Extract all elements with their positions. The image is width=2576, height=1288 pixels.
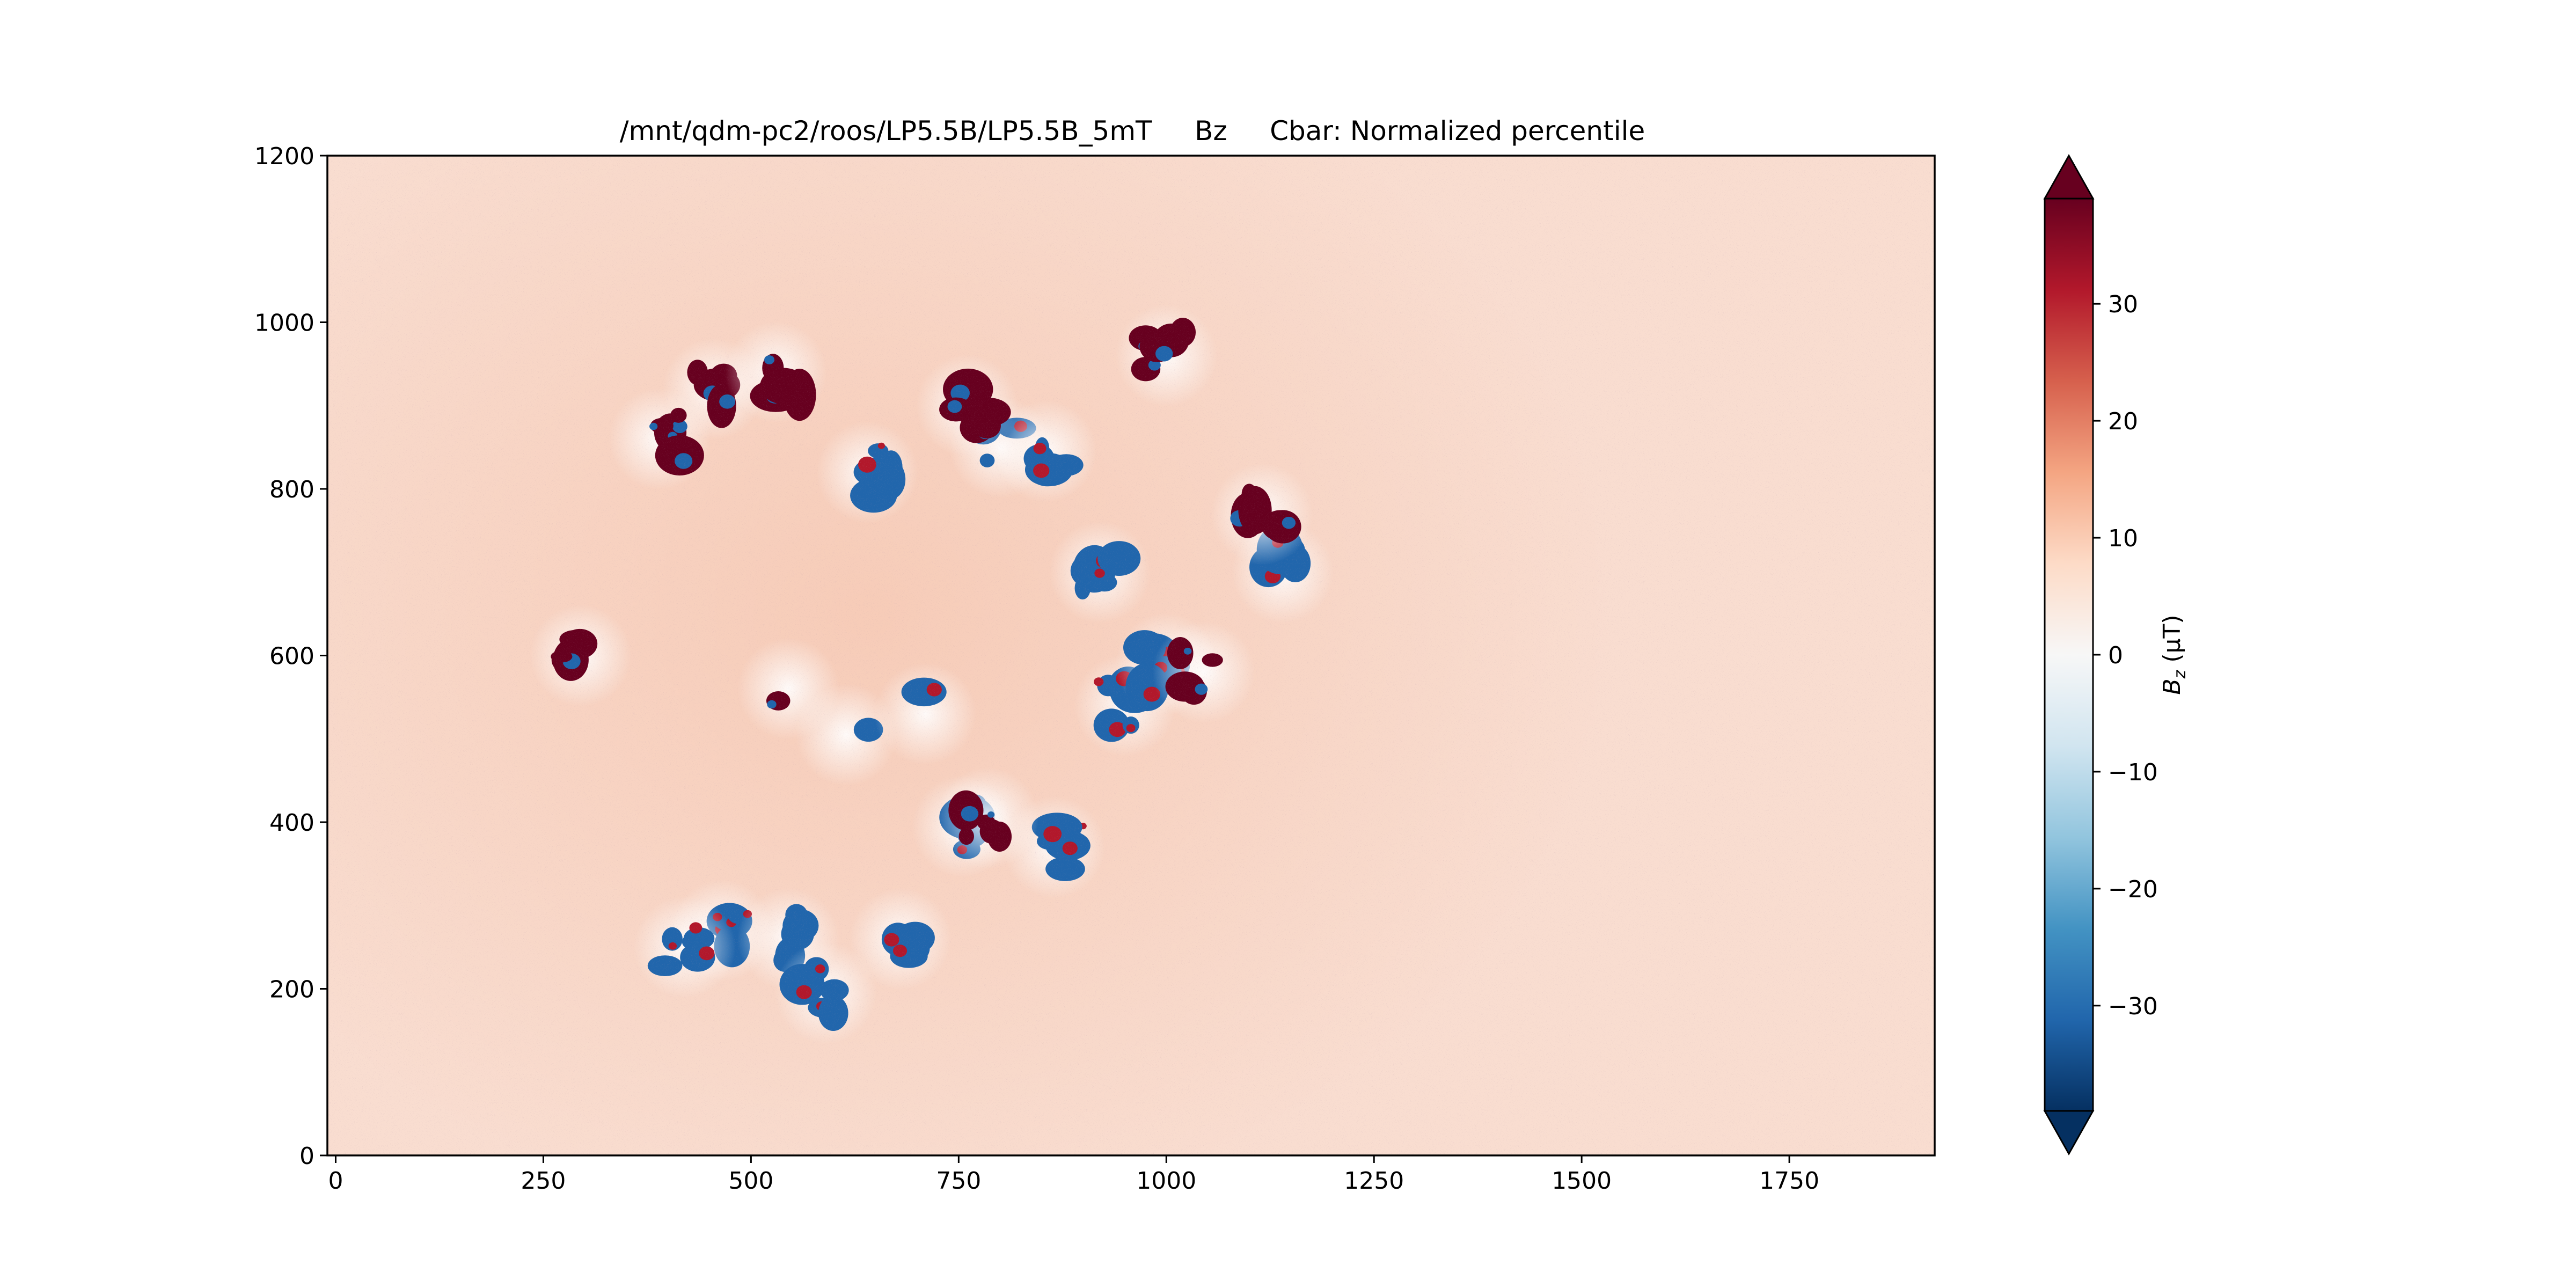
colorbar-tick-label: 20 [2108,408,2138,435]
y-tick-label: 800 [269,476,314,503]
colorbar-tick-label: −30 [2108,993,2158,1020]
chart-title: /mnt/qdm-pc2/roos/LP5.5B/LP5.5B_5mT Bz C… [620,115,1645,147]
colorbar-gradient [2045,199,2093,1111]
colorbar-label: Bz (μT) [2158,614,2190,694]
x-tick-label: 1500 [1552,1167,1612,1195]
y-tick-label: 600 [269,643,314,670]
colorbar-extend-top [2043,153,2095,200]
x-axis: 0 250 500 750 1000 1250 1500 1750 [328,1155,1819,1195]
x-tick-label: 1250 [1344,1167,1404,1195]
y-tick-label: 0 [299,1143,314,1170]
x-tick-label: 500 [728,1167,773,1195]
colorbar: −30 −20 −10 0 10 20 30 Bz (μT) [2043,153,2190,1156]
colorbar-ticks: −30 −20 −10 0 10 20 30 [2093,291,2158,1020]
y-tick-label: 1200 [254,143,314,170]
y-axis: 0 200 400 600 800 1000 1200 [254,143,327,1170]
map-image [327,156,1935,1155]
colorbar-tick-label: −10 [2108,759,2158,786]
noise-texture [327,156,1935,1155]
colorbar-tick-label: 0 [2108,642,2123,669]
colorbar-tick-label: −20 [2108,876,2158,903]
colorbar-tick-label: 10 [2108,525,2138,552]
y-tick-label: 200 [269,976,314,1004]
x-tick-label: 750 [936,1167,981,1195]
colorbar-tick-label: 30 [2108,291,2138,318]
x-tick-label: 1750 [1759,1167,1819,1195]
colorbar-extend-bottom [2043,1110,2095,1156]
x-tick-label: 1000 [1136,1167,1196,1195]
x-tick-label: 0 [328,1167,343,1195]
y-tick-label: 400 [269,809,314,837]
x-tick-label: 250 [521,1167,566,1195]
y-tick-label: 1000 [254,310,314,337]
